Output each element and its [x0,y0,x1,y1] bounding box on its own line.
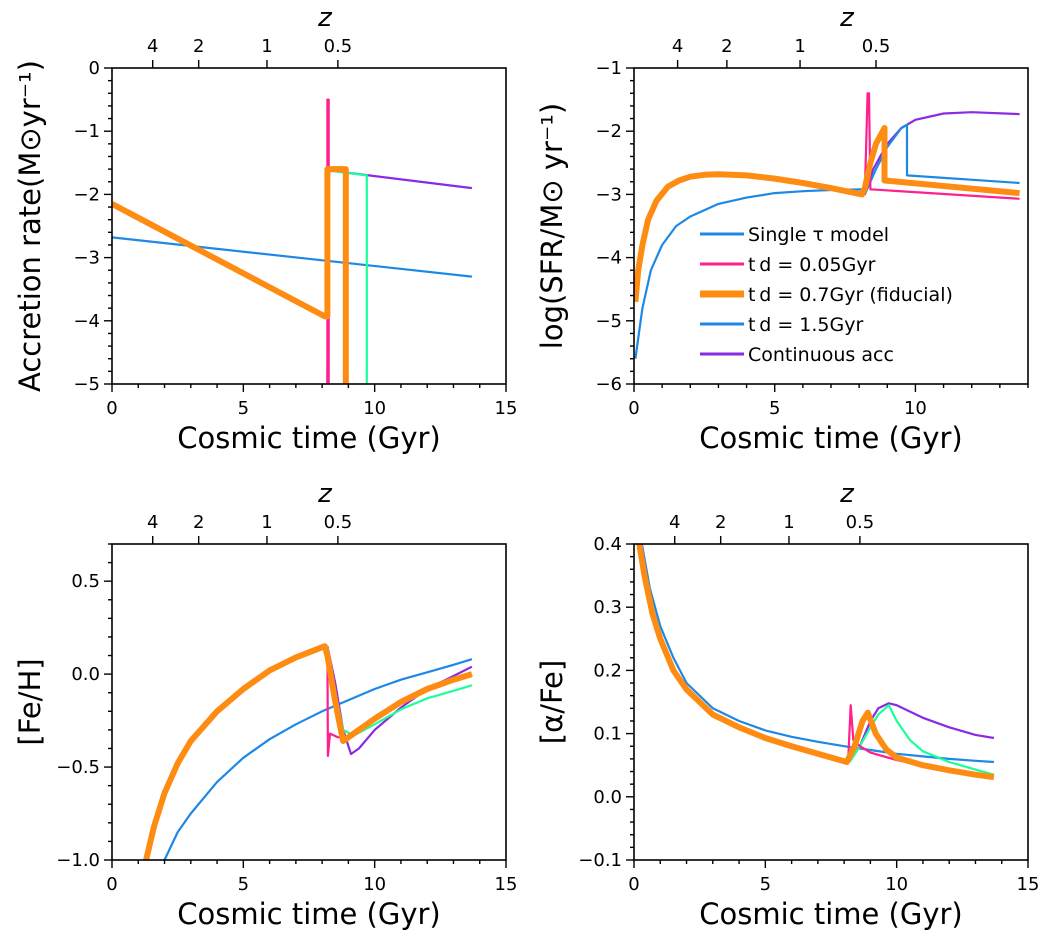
sfr-series-group [634,92,1020,359]
accretion-xtick-label: 10 [363,398,386,419]
alphafe-y-axis-label: [α/Fe] [535,660,569,744]
accretion-x-axis-label: Cosmic time (Gyr) [177,421,441,455]
alphafe-xtick-label: 5 [760,874,771,895]
accretion-y-axis-label: Accretion rate(M⊙yr⁻¹) [13,60,47,392]
feh-xtick-label: 0 [106,874,117,895]
alphafe-series-td_07-4 [636,544,995,781]
sfr-xtick-label: 5 [769,398,780,419]
alphafe-ztick-label: 2 [715,512,726,533]
alphafe-ytick-label: 0.3 [593,597,622,618]
legend-label: Continuous acc [748,344,894,366]
accretion-ytick-label: −1 [73,121,100,142]
legend-label: t d = 0.7Gyr (fiducial) [748,284,953,306]
feh-top-axis-label: z [317,479,333,509]
alphafe-xtick-label: 15 [1017,874,1040,895]
sfr-top-axis-label: z [839,3,855,33]
feh-ytick-label: −0.5 [56,757,100,778]
feh-xtick-label: 10 [363,874,386,895]
feh-ztick-label: 4 [147,512,158,533]
accretion-ytick-label: −3 [73,248,100,269]
accretion-axes-frame [111,67,507,385]
feh-ytick-label: 0.5 [71,571,100,592]
sfr-panel: 0 5 10 −6 −5 −4 −3 −2 −1 4 2 1 0.5 z Cosmic time (Gyr)… [535,3,1029,455]
sfr-ytick-label: −1 [595,58,622,79]
accretion-top-axis-label: z [317,3,333,33]
accretion-xtick-label: 0 [106,398,117,419]
sfr-xtick-label: 0 [628,398,639,419]
sfr-ztick-label: 0.5 [862,36,891,57]
feh-xtick-label: 5 [238,874,249,895]
sfr-series-td_07-4 [634,125,1020,303]
alphafe-ytick-label: 0.2 [593,660,622,681]
alphafe-axes-frame [633,543,1029,861]
sfr-ytick-label: −6 [595,374,622,395]
sfr-ztick-label: 4 [672,36,683,57]
feh-series-single_tau-0 [163,658,473,860]
accretion-ytick-label: −5 [73,374,100,395]
feh-series-td_07-4 [143,643,473,860]
accretion-ztick-label: 4 [147,36,158,57]
sfr-ytick-label: −5 [595,311,622,332]
sfr-ytick-label: −3 [595,184,622,205]
feh-ytick-label: 0.0 [71,664,100,685]
alphafe-ztick-label: 0.5 [846,512,875,533]
feh-y-axis-label: [Fe/H] [13,658,47,745]
legend-label: Single τ model [748,224,889,246]
legend-label: t d = 0.05Gyr [748,254,876,276]
accretion-series-td_07-4 [112,166,349,384]
alphafe-top-axis-label: z [839,479,855,509]
alphafe-ytick-label: −0.1 [578,850,622,871]
feh-x-axis-label: Cosmic time (Gyr) [177,897,441,931]
accretion-ytick-label: −2 [73,184,100,205]
feh-series-td_15-2 [326,646,473,737]
feh-xtick-label: 15 [495,874,518,895]
alphafe-series-continuous-1 [848,702,995,763]
feh-ztick-label: 1 [261,512,272,533]
sfr-series-continuous-1 [863,111,1020,195]
alphafe-ytick-label: 0.1 [593,724,622,745]
alphafe-xtick-label: 0 [628,874,639,895]
alphafe-x-axis-label: Cosmic time (Gyr) [699,897,963,931]
accretion-series-single_tau-0 [112,236,473,278]
accretion-xtick-label: 5 [238,398,249,419]
accretion-series-group [112,98,473,384]
legend-label: t d = 1.5Gyr [748,314,863,336]
alphafe-ztick-label: 1 [783,512,794,533]
sfr-xtick-label: 10 [904,398,927,419]
accretion-xtick-label: 15 [495,398,518,419]
feh-axes-frame [111,543,507,861]
alphafe-panel: 0 5 10 15 −0.1 0.0 0.1 0.2 0.3 0.4 4 2 1 0.5 z Cosmic t… [535,479,1039,931]
alphafe-ztick-label: 4 [669,512,680,533]
feh-ztick-label: 0.5 [324,512,353,533]
sfr-x-axis-label: Cosmic time (Gyr) [699,421,963,455]
sfr-ztick-label: 2 [721,36,732,57]
alphafe-series-td_15-2 [848,704,995,776]
accretion-ytick-label: −4 [73,311,100,332]
accretion-ztick-label: 2 [193,36,204,57]
alphafe-series-group [636,544,995,781]
sfr-y-axis-label: log(SFR/M⊙ yr⁻¹) [535,103,569,349]
accretion-ytick-label: 0 [89,58,100,79]
alphafe-series-single_tau-0 [640,544,994,764]
sfr-ytick-label: −4 [595,248,622,269]
accretion-series-continuous-1 [326,169,473,384]
alphafe-xtick-label: 10 [885,874,908,895]
feh-ytick-label: −1.0 [56,850,100,871]
sfr-ytick-label: −2 [595,121,622,142]
sfr-ztick-label: 1 [794,36,805,57]
accretion-ztick-label: 0.5 [324,36,353,57]
sfr-series-single_tau-0 [634,188,863,359]
sfr-series-single_tau-2 [863,123,1020,195]
alphafe-ytick-label: 0.0 [593,787,622,808]
legend: Single τ model t d = 0.05Gyr t d = 0.7Gyr … [700,224,953,366]
feh-panel: 0 5 10 15 −1.0 −0.5 0.0 0.5 4 2 1 0.5 z Cosmic time (… [13,479,517,931]
feh-ztick-label: 2 [193,512,204,533]
accretion-ztick-label: 1 [261,36,272,57]
accretion-panel: 0 5 10 15 −5 −4 −3 −2 −1 0 4 2 1 0.5 z Cosmic time (Gyr… [13,3,517,455]
alphafe-ytick-label: 0.4 [593,534,622,555]
feh-series-group [143,643,473,860]
